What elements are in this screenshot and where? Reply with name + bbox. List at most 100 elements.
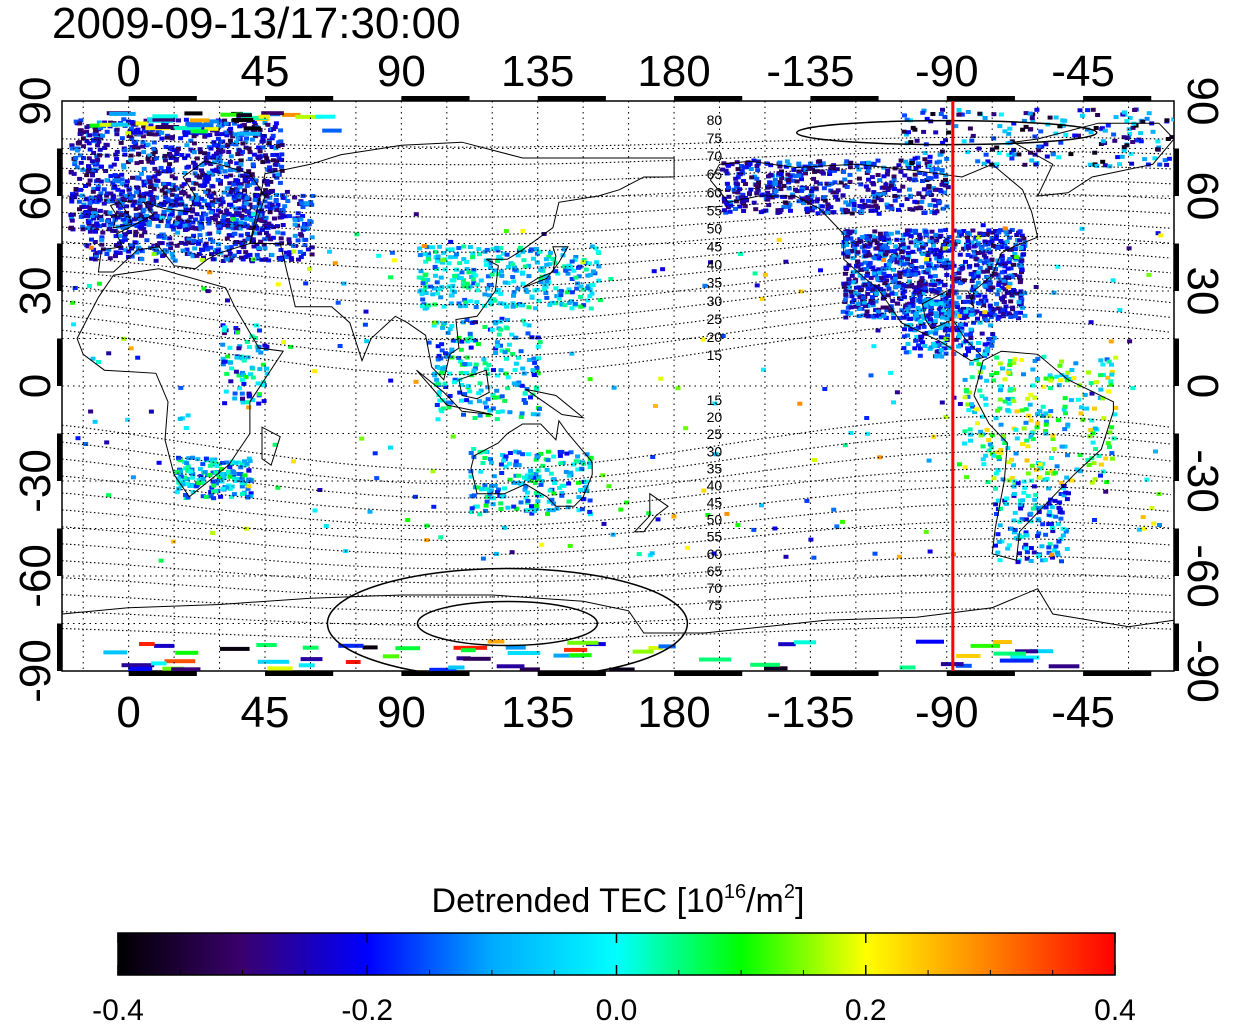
tec-point bbox=[1080, 114, 1085, 118]
tec-point bbox=[1032, 550, 1037, 554]
tec-point bbox=[75, 149, 80, 153]
tec-point bbox=[186, 241, 191, 245]
bottom-lon-label: 180 bbox=[637, 688, 710, 737]
tec-point bbox=[166, 220, 171, 224]
tec-point bbox=[1007, 257, 1012, 261]
tec-point bbox=[239, 233, 244, 237]
tec-point bbox=[182, 182, 187, 186]
tec-point bbox=[1054, 375, 1059, 379]
tec-point bbox=[227, 475, 232, 479]
tec-point bbox=[452, 274, 457, 278]
tec-point bbox=[274, 199, 279, 203]
tec-point bbox=[962, 139, 967, 143]
tec-point bbox=[518, 246, 523, 250]
tec-point bbox=[336, 301, 341, 305]
tec-point bbox=[503, 281, 508, 285]
tec-point bbox=[1014, 536, 1019, 540]
tec-point bbox=[477, 252, 482, 256]
tec-point bbox=[105, 178, 110, 182]
tec-point bbox=[246, 355, 251, 359]
tec-point bbox=[749, 167, 754, 171]
contour-label-south: 15 bbox=[707, 392, 723, 408]
tec-point bbox=[121, 197, 126, 201]
tec-point bbox=[104, 143, 109, 147]
tec-point bbox=[115, 128, 120, 132]
tec-point bbox=[1092, 461, 1097, 465]
tec-point bbox=[438, 535, 443, 539]
tec-point bbox=[210, 184, 215, 188]
tec-point bbox=[194, 182, 199, 186]
tec-point bbox=[549, 472, 554, 476]
tec-point bbox=[557, 486, 562, 490]
tec-point bbox=[176, 118, 181, 122]
tec-point bbox=[1097, 454, 1102, 458]
tec-point bbox=[499, 368, 504, 372]
tec-point bbox=[191, 234, 196, 238]
tec-point bbox=[852, 207, 857, 211]
tec-point bbox=[521, 282, 526, 286]
tec-point bbox=[477, 512, 482, 516]
tec-point bbox=[289, 256, 294, 260]
tec-point bbox=[818, 268, 823, 272]
tec-point bbox=[225, 257, 230, 261]
tec-point bbox=[218, 210, 223, 214]
tec-point bbox=[184, 111, 202, 115]
tec-point bbox=[299, 201, 304, 205]
tec-point bbox=[481, 357, 486, 361]
contour-label-south: 60 bbox=[707, 546, 723, 562]
tec-point bbox=[1065, 453, 1070, 457]
tec-point bbox=[793, 188, 798, 192]
tec-point bbox=[588, 377, 593, 381]
tec-point bbox=[1130, 140, 1135, 144]
tec-point bbox=[494, 389, 499, 393]
tec-point bbox=[383, 654, 399, 658]
tec-point bbox=[536, 345, 541, 349]
tec-point bbox=[134, 213, 139, 217]
tec-point bbox=[1020, 268, 1025, 272]
tec-point bbox=[1094, 380, 1099, 384]
tec-point bbox=[918, 354, 923, 358]
tec-point bbox=[994, 371, 999, 375]
tec-point bbox=[852, 202, 857, 206]
tec-point bbox=[1016, 560, 1021, 564]
tec-point bbox=[921, 130, 926, 134]
tec-point bbox=[102, 187, 107, 191]
tec-point bbox=[924, 257, 929, 261]
tec-point bbox=[93, 420, 98, 424]
tec-point bbox=[93, 132, 98, 136]
tec-point bbox=[119, 141, 124, 145]
tec-point bbox=[1022, 480, 1027, 484]
tec-point bbox=[183, 224, 188, 228]
tec-point bbox=[264, 367, 269, 371]
tec-point bbox=[822, 195, 827, 199]
tec-point bbox=[108, 192, 113, 196]
tec-point bbox=[112, 163, 117, 167]
tec-point bbox=[568, 544, 573, 548]
tec-point bbox=[796, 174, 801, 178]
tec-point bbox=[95, 223, 100, 227]
tec-point bbox=[193, 171, 198, 175]
tec-point bbox=[1002, 129, 1007, 133]
tec-point bbox=[890, 292, 895, 296]
tec-point bbox=[882, 272, 887, 276]
tec-point bbox=[433, 274, 438, 278]
tec-point bbox=[1147, 111, 1152, 115]
tec-point bbox=[471, 447, 476, 451]
tec-point bbox=[831, 210, 836, 214]
tec-point bbox=[271, 134, 276, 138]
tec-point bbox=[964, 389, 969, 393]
tec-point bbox=[293, 234, 298, 238]
tec-point bbox=[130, 176, 135, 180]
left-lat-label: 90 bbox=[11, 77, 60, 126]
tec-point bbox=[534, 504, 539, 508]
contour-label-south: 25 bbox=[707, 426, 723, 442]
tec-point bbox=[980, 332, 985, 336]
tec-point bbox=[912, 285, 917, 289]
tec-point bbox=[89, 246, 94, 250]
tec-point bbox=[870, 301, 875, 305]
tec-point bbox=[996, 317, 1001, 321]
tec-point bbox=[418, 253, 423, 257]
tec-point bbox=[916, 640, 944, 644]
